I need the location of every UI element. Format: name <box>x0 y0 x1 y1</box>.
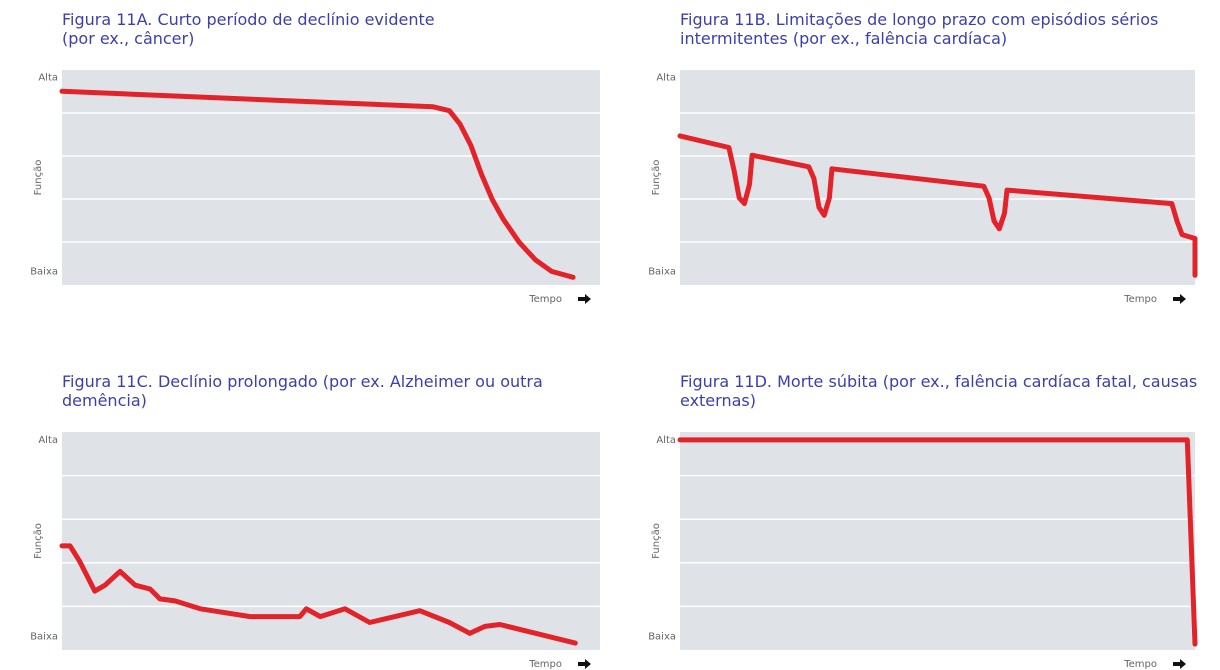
y-tick-label: Alta <box>38 435 58 446</box>
plot-background <box>62 70 600 285</box>
line <box>59 88 576 280</box>
chart-title: Figura 11C. Declínio prolongado (por ex.… <box>62 372 543 410</box>
x-axis-label: Tempo <box>528 659 562 670</box>
y-axis-label: Função <box>651 523 662 559</box>
line <box>59 543 578 646</box>
y-tick-label: Alta <box>656 435 676 446</box>
plot-background <box>680 70 1195 285</box>
line <box>677 133 1198 278</box>
plot-background <box>680 432 1195 650</box>
y-tick-label: Baixa <box>648 266 676 277</box>
x-axis-arrow <box>1173 294 1186 304</box>
y-tick-label: Alta <box>38 73 58 84</box>
y-axis-label: Função <box>33 160 44 196</box>
chart-title: Figura 11B. Limitações de longo prazo co… <box>680 10 1159 48</box>
y-tick-label: Baixa <box>30 631 58 642</box>
y-tick-label: Alta <box>656 73 676 84</box>
plot-background <box>62 432 600 650</box>
x-axis-arrow <box>578 659 591 669</box>
y-tick-label: Baixa <box>30 266 58 277</box>
x-axis-label: Tempo <box>528 294 562 305</box>
y-tick-label: Baixa <box>648 631 676 642</box>
x-axis-label: Tempo <box>1123 294 1157 305</box>
x-axis-arrow <box>1173 659 1186 669</box>
y-axis-label: Função <box>651 160 662 196</box>
y-axis-label: Função <box>33 523 44 559</box>
x-axis-label: Tempo <box>1123 659 1157 670</box>
chart-title: Figura 11A. Curto período de declínio ev… <box>62 10 435 48</box>
chart-title: Figura 11D. Morte súbita (por ex., falên… <box>680 372 1198 410</box>
x-axis-arrow <box>578 294 591 304</box>
line <box>677 437 1198 647</box>
